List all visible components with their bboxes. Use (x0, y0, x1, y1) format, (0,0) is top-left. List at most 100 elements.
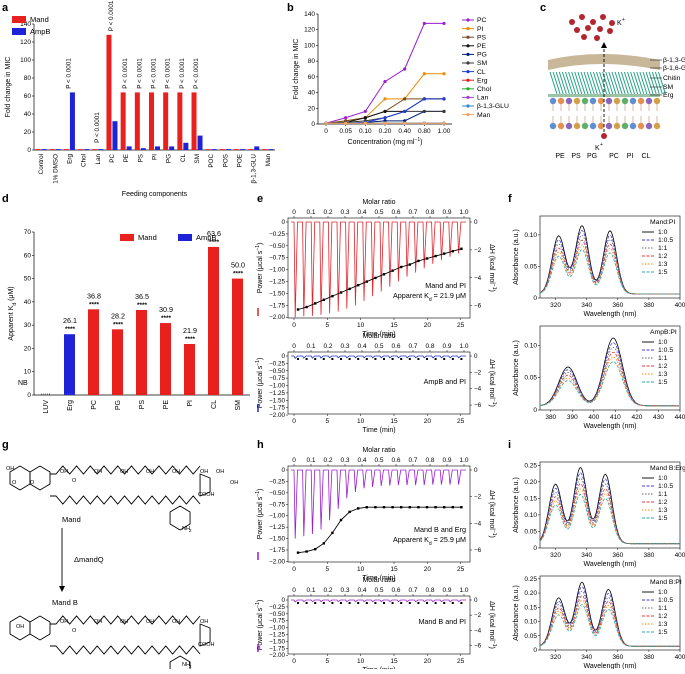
lipid-head (637, 97, 645, 105)
h-top-top-tick-label: 0.3 (340, 457, 349, 464)
bar-ampb (64, 334, 75, 395)
e-bottom-x-tick-label: 25 (457, 418, 465, 425)
h-bottom-isotherm-point (408, 602, 411, 604)
e-bottom-isotherm-point (365, 358, 368, 360)
atom-label-oh: OH (146, 619, 154, 625)
h-top-y-tick-label: −0.75 (269, 501, 285, 508)
x-tick-label: Lan (95, 154, 102, 165)
e-top-top-tick-label: 0.9 (442, 209, 451, 216)
e-bottom-isotherm-point (374, 358, 377, 360)
legend-label-PG: PG (477, 52, 487, 59)
lipid-head (629, 122, 637, 130)
sub: d (429, 541, 432, 547)
h-bottom-y-tick-label: −1.25 (269, 632, 285, 639)
bar-mand (219, 149, 225, 150)
chitin-fiber (620, 71, 629, 95)
h-top-x-tick-label: 5 (326, 566, 330, 573)
e-bottom-r-tick-label: −6 (474, 402, 482, 409)
h-top-top-tick-label: 0.1 (306, 457, 315, 464)
x-tick-label: PE (163, 400, 170, 410)
f-bottom-spectrum-5 (539, 361, 679, 407)
e-top-y-tick-label: −0.75 (269, 255, 285, 262)
y-tick-label: 50 (24, 276, 32, 283)
h-bottom-y-axis-label: Power (μcal s−1) (255, 600, 264, 651)
y-axis-label-unit: (μM) (8, 286, 15, 302)
f-bottom-x-tick-label: 440 (675, 414, 685, 421)
e-bottom-isotherm-point (460, 358, 463, 360)
h-bottom-isotherm-point (374, 602, 377, 604)
h-bottom-top-tick-label: 0.1 (306, 587, 315, 594)
legend-label-ampb: AmpB (196, 233, 216, 242)
legend-marker-Man (466, 113, 470, 117)
atom-label-o: O (12, 480, 17, 486)
h-top-isotherm-point (314, 547, 317, 551)
itc-frame (287, 465, 471, 563)
i-top-y-tick-label: 0.05 (524, 528, 537, 535)
f-bottom-legend-label: 1:1 (658, 355, 668, 362)
chitin-fiber (651, 71, 660, 95)
x-axis-label: Feeding components (122, 191, 188, 198)
h-top-top-tick-label: 0.9 (442, 457, 451, 464)
y-tick-label: 0 (27, 147, 31, 154)
bar-mand (163, 92, 169, 150)
h-top-y-tick-label: −0.50 (269, 490, 285, 497)
layer-label: β-1,3-GLU (663, 57, 685, 64)
significance-stars: **** (89, 301, 100, 308)
series-point-PC (403, 67, 407, 71)
chitin-fiber (592, 71, 601, 95)
h-top-top-tick-label: 0.5 (374, 457, 383, 464)
legend-label-CL: CL (477, 69, 486, 76)
x-tick-label: 0.10 (359, 128, 372, 135)
e-top-x-tick-label: 10 (357, 322, 365, 329)
e-bottom-isotherm-point (443, 358, 446, 360)
series-point-PC (442, 21, 446, 26)
e-top-top-axis-title: Molar ratio (362, 199, 395, 206)
lipid-head (557, 122, 565, 130)
f-top-x-tick-label: 400 (675, 302, 685, 309)
x-tick-label: SM (194, 154, 201, 163)
e-top-isotherm-point (408, 263, 411, 266)
bar-mand (232, 278, 243, 395)
e-top-thermogram (291, 221, 466, 318)
f-top-legend-label: 1:1 (658, 245, 668, 252)
mand-polyene (50, 495, 201, 505)
e-top-y-tick-label: −1.25 (269, 279, 285, 286)
legend-label-PI: PI (477, 26, 484, 33)
h-bottom-isotherm-point (314, 602, 317, 604)
series-point-Man (363, 121, 367, 125)
y-tick-label: 20 (24, 345, 32, 352)
bar-ampb (140, 148, 146, 150)
bar-ampb (225, 149, 231, 150)
chitin-fiber (636, 71, 645, 95)
i-bottom-y-tick-label: 0.15 (524, 604, 537, 611)
series-point-CL (383, 116, 387, 120)
f-top-x-tick-label: 340 (581, 302, 592, 309)
i-bottom-spectrum-1 (539, 586, 680, 647)
h-bottom-isotherm-point (305, 602, 308, 604)
mandb-ring (29, 615, 51, 641)
h-bottom-isotherm-point (357, 602, 360, 604)
series-point-PC (383, 79, 387, 84)
h-top-y-tick-label: −2.00 (269, 558, 285, 565)
panel-b-chart: 0 20 40 60 80 100 120 140 0 0.05 0.10 0.20 0.40 0.80 1… (293, 11, 509, 146)
legend-marker-Lan (466, 95, 470, 99)
e-top-x-tick-label: 20 (424, 322, 432, 329)
lipid-head (645, 97, 653, 105)
significance-stars: **** (65, 326, 76, 333)
atom-label-oh: OH (120, 619, 128, 625)
bar-mand (208, 246, 219, 395)
lipid-label: PS (571, 153, 581, 160)
e-bottom-y-tick-label: −0.75 (269, 375, 285, 382)
h-top-top-tick-label: 0.2 (323, 457, 332, 464)
h-top-y-tick-label: −1.50 (269, 536, 285, 543)
e-bottom-isotherm-point (400, 358, 403, 360)
y-tick-label: 0 (27, 392, 31, 399)
sup: −1 (491, 530, 497, 536)
chitin-fiber (568, 71, 577, 95)
atom-label-oh: OH (172, 469, 180, 475)
h-top-isotherm-point (382, 506, 386, 509)
k-ion-dot (607, 28, 613, 34)
series-point-Man (442, 121, 446, 125)
bar-mand (106, 34, 112, 150)
